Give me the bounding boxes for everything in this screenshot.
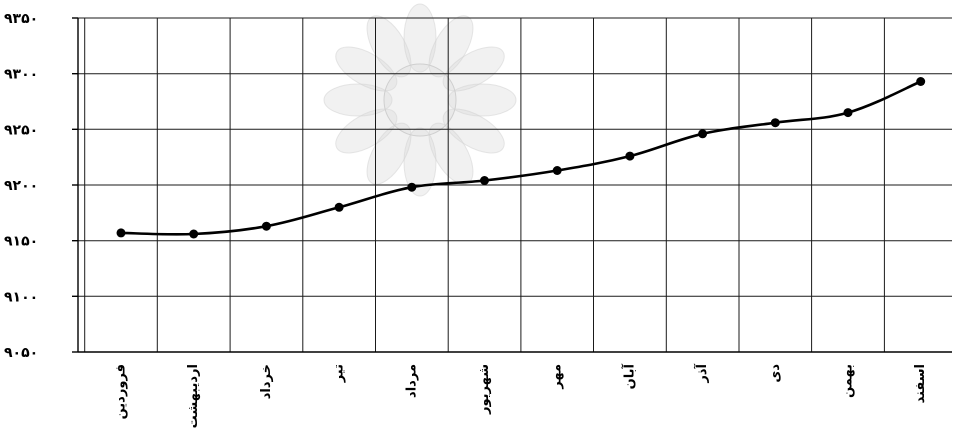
x-category-label: آبان — [620, 363, 637, 389]
y-axis-tick-labels: ۹۰۵۰ ۹۱۰۰ ۹۱۵۰ ۹۲۰۰ ۹۲۵۰ ۹۳۰۰ ۹۳۵۰ — [4, 11, 78, 361]
x-category-label: اسفند — [913, 364, 928, 403]
watermark-logo — [323, 3, 517, 197]
watermark-petal — [403, 127, 437, 197]
x-category-label: اردیبهشت — [186, 364, 201, 428]
x-category-label: بهمن — [841, 364, 856, 398]
watermark-petal — [403, 3, 437, 73]
x-category-label: تیر — [332, 364, 347, 383]
series-line — [119, 80, 922, 236]
x-category-label: مرداد — [404, 364, 419, 398]
watermark-petal — [335, 108, 398, 154]
watermark-petal — [442, 46, 505, 92]
x-category-label: فروردین — [114, 364, 129, 419]
data-point — [334, 202, 344, 212]
x-category-label: دی — [768, 364, 783, 383]
series — [116, 77, 926, 239]
y-tick-label: ۹۳۵۰ — [4, 11, 38, 27]
x-category-label: شهریور — [477, 364, 492, 415]
x-category-label: مهر — [550, 364, 565, 390]
y-tick-label: ۹۲۵۰ — [4, 122, 38, 138]
x-axis-category-labels: فروردین اردیبهشت خرداد تیر مرداد شهریور مهر آبا… — [114, 363, 929, 428]
data-point — [189, 229, 199, 239]
data-point — [770, 118, 780, 128]
y-tick-label: ۹۰۵۰ — [4, 345, 38, 361]
data-point — [261, 221, 271, 231]
y-tick-label: ۹۱۵۰ — [4, 234, 38, 250]
data-point — [480, 176, 489, 185]
y-tick-label: ۹۱۰۰ — [4, 289, 38, 305]
data-point — [916, 77, 926, 86]
data-point — [116, 228, 126, 238]
watermark-center — [383, 63, 457, 137]
data-point — [552, 166, 562, 175]
y-tick-label: ۹۳۰۰ — [4, 67, 38, 83]
watermark-petal — [335, 46, 398, 92]
data-point — [698, 129, 708, 139]
x-category-label: آذر — [693, 363, 710, 383]
data-point — [843, 108, 853, 118]
grid — [78, 17, 952, 352]
y-tick-label: ۹۲۰۰ — [4, 178, 38, 194]
data-point — [625, 151, 635, 161]
watermark-petal — [428, 15, 474, 78]
watermark-petal — [442, 108, 505, 154]
data-point — [407, 182, 417, 192]
x-category-label: خرداد — [259, 364, 274, 399]
